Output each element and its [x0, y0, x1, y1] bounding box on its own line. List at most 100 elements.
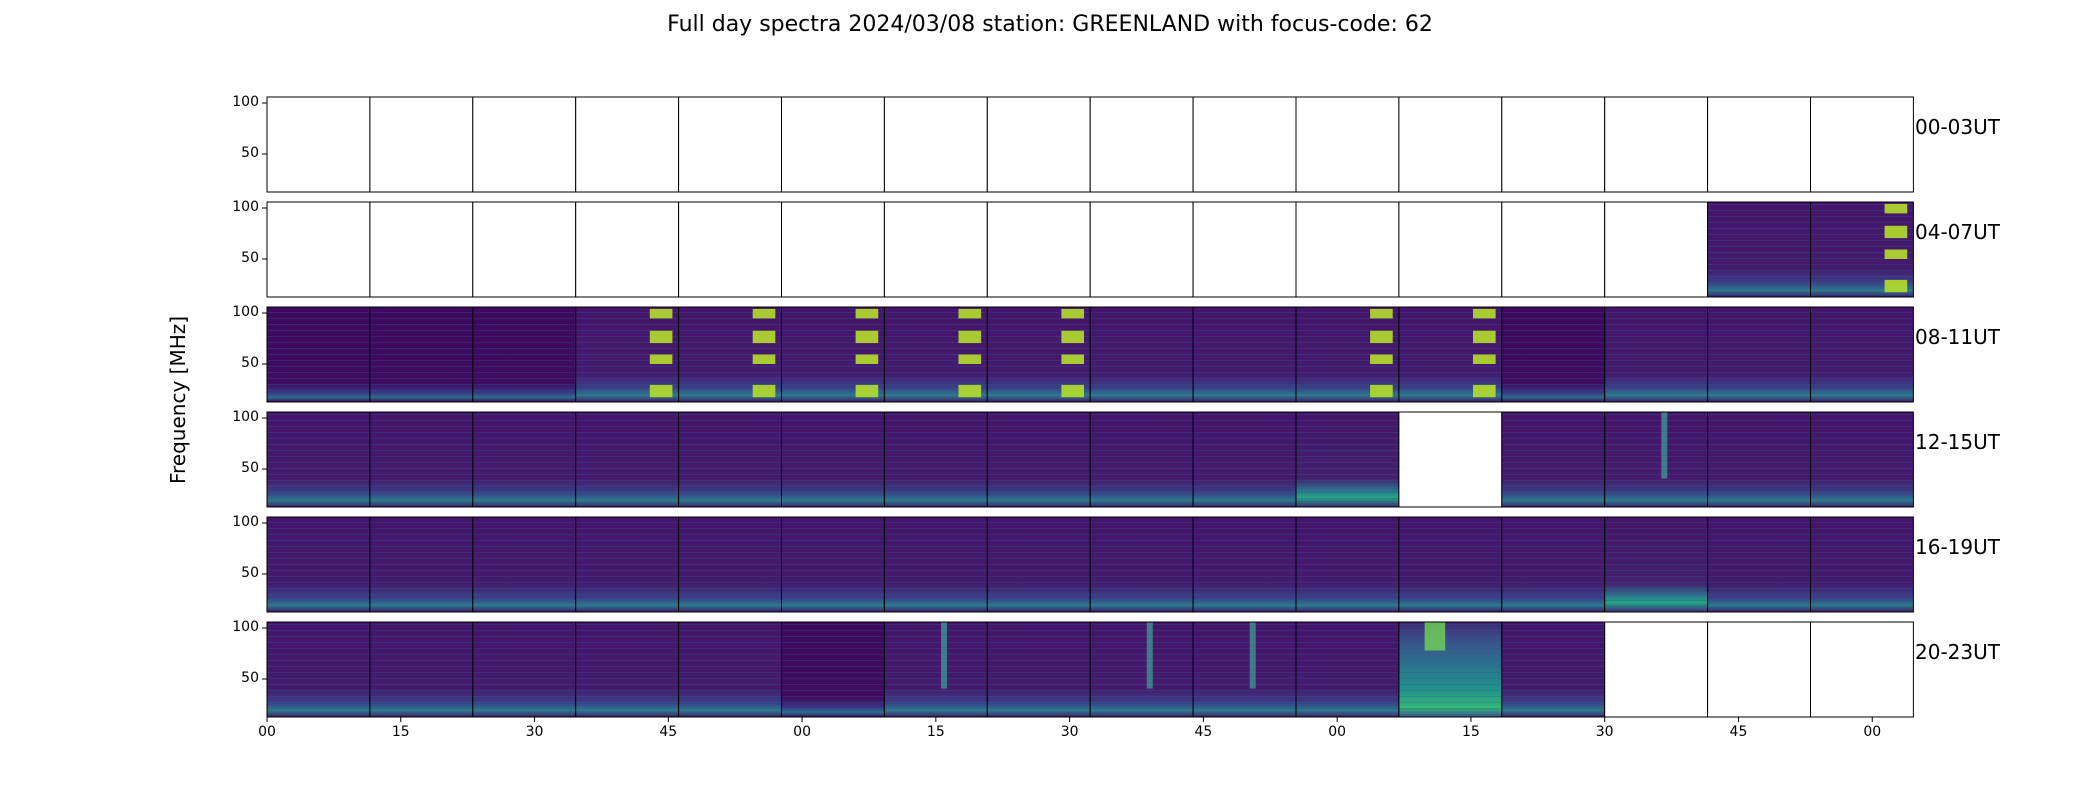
spectrum-texture: [987, 622, 1091, 717]
emission-band: [1472, 330, 1496, 344]
y-tick-label: 50: [241, 355, 259, 371]
emission-band: [1370, 354, 1393, 364]
x-tick-label: 45: [659, 724, 678, 740]
x-tick-label: 15: [391, 724, 410, 740]
spectrum-texture: [369, 307, 473, 402]
spectrum-cell: [1296, 97, 1399, 192]
spectrum-texture: [1296, 412, 1399, 507]
spectrum-texture: [781, 622, 885, 717]
spectrum-texture: [575, 622, 679, 717]
spectrum-cell: [1707, 622, 1811, 717]
spectrum-texture: [575, 517, 679, 612]
emission-band: [752, 330, 776, 344]
cell-border: [1810, 411, 1914, 508]
spectrum-texture: [267, 307, 370, 402]
spectrum-texture: [1090, 622, 1194, 717]
spectrum-texture: [1604, 517, 1708, 612]
emission-band: [958, 354, 982, 364]
spectrum-cell: [369, 202, 473, 297]
spectrum-cell: [678, 97, 782, 192]
spectrum-texture: [1090, 517, 1194, 612]
row-time-label: 08-11UT: [1915, 325, 2000, 349]
emission-band: [958, 308, 982, 319]
emission-spike: [1661, 412, 1668, 479]
spectrum-texture: [1090, 412, 1194, 507]
spectrum-texture: [1501, 517, 1605, 612]
y-tick-label: 100: [232, 514, 259, 530]
emission-band: [1370, 330, 1393, 344]
spectrum-texture: [884, 412, 988, 507]
y-tick-label: 100: [232, 94, 259, 110]
emission-band: [649, 384, 673, 398]
spectrum-texture: [987, 517, 1091, 612]
spectrum-texture: [1810, 517, 1914, 612]
spectrum-texture: [987, 412, 1091, 507]
spectrum-cell: [1398, 412, 1502, 507]
spectrum-texture: [472, 517, 576, 612]
spectrum-cell: [1810, 97, 1914, 192]
spectrum-texture: [884, 622, 988, 717]
cell-border: [1810, 621, 1914, 718]
spectrum-texture: [1193, 412, 1296, 507]
x-tick-label: 00: [1328, 724, 1347, 740]
spectrum-cell: [1398, 202, 1502, 297]
emission-band: [855, 308, 879, 319]
y-tick-label: 100: [232, 199, 259, 215]
emission-hotspot: [1424, 622, 1446, 651]
spectrum-cell: [884, 97, 988, 192]
spectrum-texture: [472, 622, 576, 717]
x-tick-label: 00: [258, 724, 276, 740]
spectrum-texture: [1707, 517, 1811, 612]
emission-spike: [1249, 622, 1256, 689]
x-tick-label: 45: [1729, 724, 1748, 740]
spectrum-texture: [369, 412, 473, 507]
emission-band: [855, 330, 879, 344]
spectrum-cell: [1090, 97, 1194, 192]
spectrum-texture: [369, 517, 473, 612]
cell-border: [1810, 516, 1914, 613]
x-tick-label: 30: [525, 724, 544, 740]
spectra-row: [266, 621, 1914, 718]
spectrum-cell: [781, 202, 885, 297]
x-tick-label: 00: [793, 724, 811, 740]
chart-title: Full day spectra 2024/03/08 station: GRE…: [667, 12, 1433, 37]
spectrum-cell: [1090, 202, 1194, 297]
spectrum-cell: [1604, 97, 1708, 192]
cell-border: [1810, 96, 1914, 193]
spectrum-cell: [575, 97, 679, 192]
y-tick-label: 100: [232, 409, 259, 425]
emission-band: [1061, 330, 1085, 344]
spectrum-cell: [987, 202, 1091, 297]
spectrum-texture: [1707, 202, 1811, 297]
spectrum-texture: [267, 517, 370, 612]
spectrum-texture: [1501, 412, 1605, 507]
spectra-row: [266, 201, 1914, 298]
cell-border: [1810, 201, 1914, 298]
spectrum-texture: [1193, 307, 1296, 402]
emission-band: [752, 384, 776, 398]
emission-band: [1472, 308, 1496, 319]
x-tick-label: 00: [1863, 724, 1882, 740]
emission-band: [1884, 249, 1908, 259]
spectrum-cell: [1707, 97, 1811, 192]
emission-spike: [1146, 622, 1153, 689]
y-tick-label: 50: [241, 565, 259, 581]
spectrum-texture: [472, 412, 576, 507]
spectrum-cell: [1296, 202, 1399, 297]
emission-band: [1472, 384, 1496, 398]
emission-band: [1061, 384, 1085, 398]
spectrum-texture: [1707, 307, 1811, 402]
spectrum-cell: [1604, 622, 1708, 717]
spectrum-cell: [472, 202, 576, 297]
x-tick-label: 45: [1194, 724, 1213, 740]
spectrum-texture: [1604, 307, 1708, 402]
spectrum-cell: [472, 97, 576, 192]
emission-band: [752, 308, 776, 319]
spectrum-cell: [987, 97, 1091, 192]
emission-band: [752, 354, 776, 364]
spectrum-texture: [575, 412, 679, 507]
emission-band: [1472, 354, 1496, 364]
spectrum-texture: [267, 412, 370, 507]
spectrum-cell: [781, 97, 885, 192]
spectrum-cell: [1193, 97, 1296, 192]
